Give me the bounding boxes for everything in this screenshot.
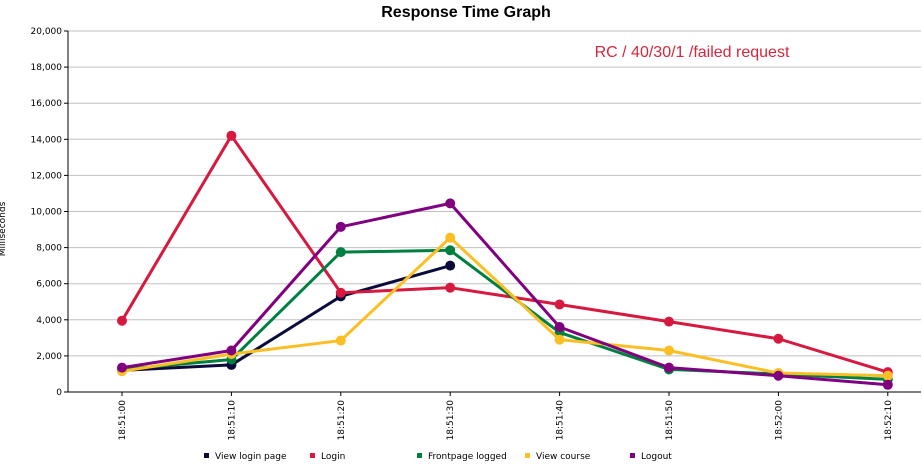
y-tick-labels: 0 2,000 4,000 6,000 8,000 10,000 12,000 14,000 1… [31,27,63,398]
data-point [117,315,127,326]
series-logout [117,198,893,390]
series-line [121,236,888,378]
legend-label: View course [536,452,591,462]
y-tick-label: 0 [56,388,62,398]
y-tick-label: 10,000 [31,208,63,218]
y-tick-label: 12,000 [31,171,63,181]
data-point [554,299,565,310]
legend-swatch [204,453,209,458]
data-point [226,130,237,141]
data-point [445,232,456,243]
series-line [120,134,889,374]
x-tick-label: 18:51:30 [446,400,456,441]
y-tick-label: 20,000 [31,27,63,37]
legend-label: View login page [215,452,287,462]
data-point [445,245,456,256]
data-point [335,221,346,232]
legend-swatch [525,453,530,458]
series-view-course [117,232,893,381]
data-point [445,260,456,271]
y-tick-label: 6,000 [36,280,62,290]
data-point [554,334,565,345]
series-login [117,130,893,378]
data-point [445,282,456,293]
axes [64,30,921,396]
y-tick-label: 4,000 [36,316,62,326]
x-tick-label: 18:51:00 [118,400,128,441]
data-point [445,198,456,209]
y-tick-label: 14,000 [31,135,63,145]
grid-lines [68,30,921,357]
data-point [335,335,346,346]
y-tick-label: 2,000 [36,352,62,362]
x-tick-labels: 18:51:00 18:51:10 18:51:20 18:51:30 18:51:40… [118,400,894,441]
series-line [121,201,888,387]
data-point [882,370,893,381]
chart-title: Response Time Graph [381,4,551,21]
x-tick-label: 18:51:40 [556,400,566,441]
legend-swatch [630,453,635,458]
y-tick-label: 18,000 [31,63,63,73]
legend-item: Frontpage logged [417,452,507,462]
data-point [226,345,237,356]
data-point [664,316,674,327]
chart-annotation: RC / 40/30/1 /failed request [595,44,790,61]
data-point [554,322,565,333]
x-tick-label: 18:52:10 [884,400,894,441]
x-tick-label: 18:51:10 [227,400,237,441]
data-point [882,379,893,390]
data-point [335,287,346,298]
x-tick-label: 18:51:20 [337,400,347,441]
series-line [121,264,451,372]
data-point [117,362,127,373]
series-view-login-page [117,260,456,376]
legend-item: Logout [630,452,672,462]
x-tick-label: 18:52:00 [774,400,784,441]
data-point [773,370,784,381]
legend-item: View login page [204,452,287,462]
legend-item: Login [310,452,345,462]
legend-swatch [417,453,422,458]
legend-label: Logout [641,452,672,462]
y-axis-label: Milliseconds [0,201,8,256]
y-tick-label: 16,000 [31,99,63,109]
legend-swatch [310,453,315,458]
data-point [664,362,674,373]
legend: View login page Login Frontpage logged View… [204,452,672,462]
legend-item: View course [525,452,591,462]
data-point [335,247,346,258]
data-point [773,333,784,344]
data-point [664,345,674,356]
y-tick-label: 8,000 [36,244,62,254]
series-group [117,130,893,390]
legend-label: Login [321,452,345,462]
legend-label: Frontpage logged [428,452,507,462]
x-tick-label: 18:51:50 [665,400,675,441]
